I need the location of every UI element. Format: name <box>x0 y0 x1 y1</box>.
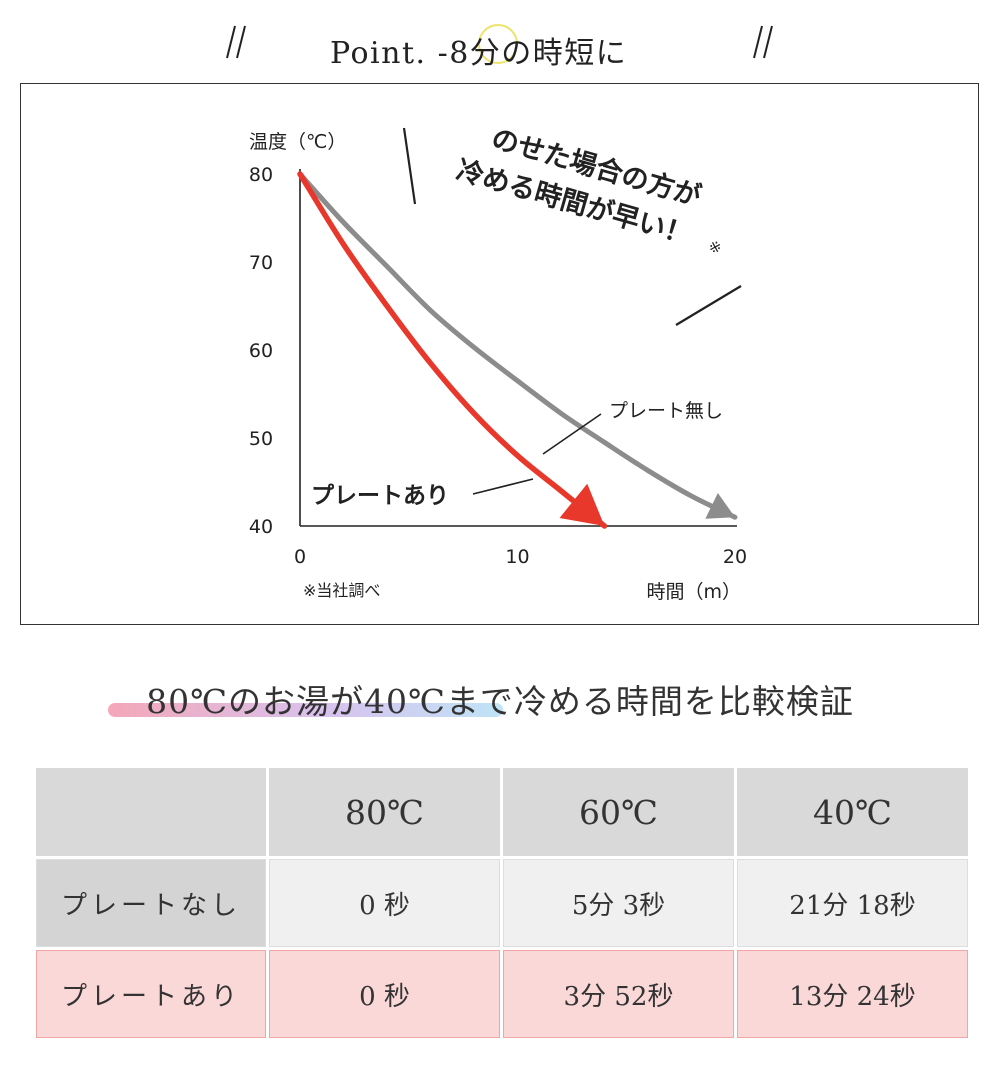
y-tick-label: 60 <box>249 340 273 362</box>
double-slash-icon <box>753 25 773 59</box>
chart-panel: 80 70 60 50 40 0 10 20 温度（℃） 時間（m） ※当社調べ プレート無しプレート… <box>20 83 979 625</box>
comparison-heading: 80℃のお湯が40℃まで冷める時間を比較検証 <box>0 675 1000 723</box>
y-tick-label: 40 <box>249 516 273 538</box>
highlight-circle <box>478 24 518 64</box>
table-cell: 3分 52秒 <box>503 950 734 1038</box>
header-cell-empty <box>36 768 266 856</box>
table-row: プレートあり 0 秒 3分 52秒 13分 24秒 <box>36 950 968 1038</box>
x-tick-label: 20 <box>723 546 747 568</box>
y-tick-label: 70 <box>249 252 273 274</box>
x-tick-label: 0 <box>294 546 306 568</box>
row-label: プレートあり <box>36 950 266 1038</box>
header-cell: 80℃ <box>269 768 500 856</box>
y-tick-label: 80 <box>249 164 273 186</box>
table-cell: 13分 24秒 <box>737 950 968 1038</box>
callout-stroke <box>402 127 417 205</box>
leader-line <box>472 478 534 495</box>
y-axis-label: 温度（℃） <box>249 131 346 153</box>
cooling-chart: 80 70 60 50 40 0 10 20 温度（℃） 時間（m） ※当社調べ プレート無しプレート… <box>249 122 747 603</box>
series-arrowhead-1 <box>559 483 605 526</box>
callout-mark: ※ <box>707 237 724 258</box>
table-cell: 0 秒 <box>269 859 500 947</box>
table-cell: 21分 18秒 <box>737 859 968 947</box>
x-axis-label: 時間（m） <box>646 581 741 603</box>
comparison-table: 80℃ 60℃ 40℃ プレートなし 0 秒 5分 3秒 21分 18秒 プレー… <box>33 765 971 1041</box>
source-note: ※当社調べ <box>303 581 380 600</box>
series-arrowhead-0 <box>705 492 735 519</box>
x-tick-label: 10 <box>505 546 529 568</box>
table-header-row: 80℃ 60℃ 40℃ <box>36 768 968 856</box>
heading-text: 80℃のお湯が40℃まで冷める時間を比較検証 <box>146 682 854 721</box>
series-line-0 <box>297 171 738 520</box>
table-cell: 5分 3秒 <box>503 859 734 947</box>
y-tick-label: 50 <box>249 428 273 450</box>
page-title: Point. -8分の時短に <box>330 36 628 71</box>
callout-stroke <box>675 285 742 326</box>
series-line-1 <box>297 171 608 529</box>
header-cell: 60℃ <box>503 768 734 856</box>
leader-line <box>542 413 602 455</box>
heading-highlight <box>108 703 503 717</box>
series-label-red: プレートあり <box>311 483 449 509</box>
double-slash-icon <box>226 25 246 59</box>
row-label: プレートなし <box>36 859 266 947</box>
series-label-gray: プレート無し <box>609 400 723 422</box>
table-row: プレートなし 0 秒 5分 3秒 21分 18秒 <box>36 859 968 947</box>
header: Point. -8分の時短に <box>0 10 1000 71</box>
table-cell: 0 秒 <box>269 950 500 1038</box>
header-cell: 40℃ <box>737 768 968 856</box>
